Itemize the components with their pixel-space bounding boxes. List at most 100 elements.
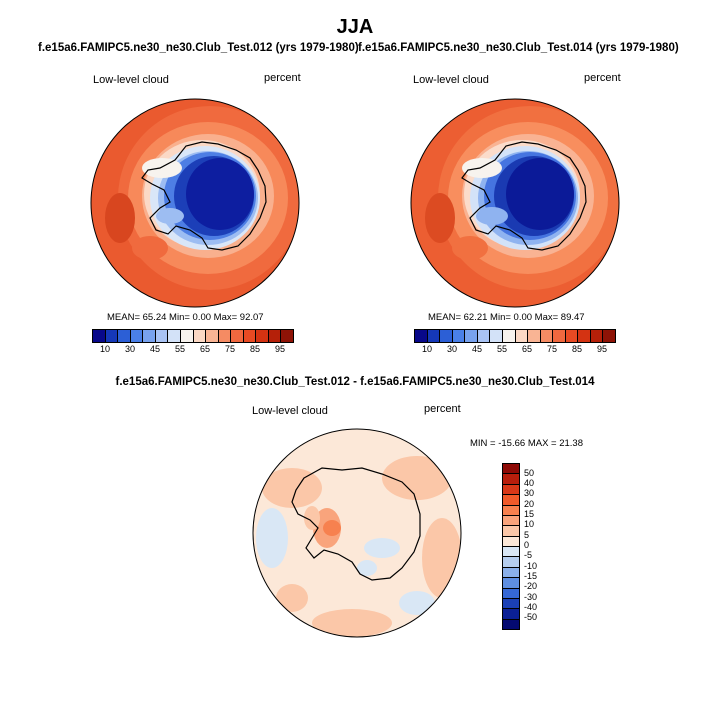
difference-title: f.e15a6.FAMIPC5.ne30_ne30.Club_Test.012 … [115, 376, 595, 388]
colorbar-swatch [477, 330, 491, 342]
colorbar-swatch [503, 505, 519, 516]
colorbar-tick-label: -10 [524, 561, 538, 571]
colorbar-swatch [415, 330, 428, 342]
colorbar-tick-label: 40 [524, 478, 535, 488]
colorbar-tick-label: 45 [471, 344, 482, 354]
colorbar-tick-label: 50 [524, 468, 535, 478]
colorbar-swatch [578, 330, 591, 342]
panel1-map [90, 98, 300, 308]
colorbar-swatch [565, 330, 579, 342]
colorbar-tick-label: -5 [524, 550, 533, 560]
panel1-variable-label: Low-level cloud [93, 74, 169, 86]
colorbar-swatch [281, 330, 293, 342]
colorbar-tick-label: -20 [524, 581, 538, 591]
panel1-case-title: f.e15a6.FAMIPC5.ne30_ne30.Club_Test.012 … [38, 42, 359, 54]
colorbar-swatch [603, 330, 615, 342]
colorbar-swatch [155, 330, 169, 342]
colorbar-swatch [118, 330, 131, 342]
colorbar-tick-label: -15 [524, 571, 538, 581]
colorbar-tick-label: 0 [524, 540, 530, 550]
colorbar-tick-label: 30 [446, 344, 457, 354]
colorbar-swatch [503, 526, 519, 537]
difference-map [252, 428, 462, 638]
colorbar-tick-label: 10 [99, 344, 110, 354]
colorbar-swatch [452, 330, 466, 342]
colorbar-swatch [515, 330, 529, 342]
colorbar-swatch [168, 330, 181, 342]
colorbar-swatch [503, 557, 519, 568]
colorbar-tick-label: 15 [524, 509, 535, 519]
difference-variable-label: Low-level cloud [252, 405, 328, 417]
colorbar-tick-label: 5 [524, 530, 530, 540]
colorbar-tick-label: 65 [199, 344, 210, 354]
colorbar-swatch [528, 330, 541, 342]
panel1-cloud-field [91, 99, 299, 307]
colorbar-tick-label: 75 [224, 344, 235, 354]
colorbar-tick-label: 55 [496, 344, 507, 354]
colorbar-swatch [93, 330, 106, 342]
colorbar-tick-label: 95 [596, 344, 607, 354]
colorbar-tick-label: 30 [124, 344, 135, 354]
colorbar-swatch [540, 330, 554, 342]
colorbar-tick-label: 75 [546, 344, 557, 354]
panel2-stats: MEAN= 62.21 Min= 0.00 Max= 89.47 [428, 312, 585, 323]
panel2-variable-label: Low-level cloud [413, 74, 489, 86]
colorbar-tick-label: 85 [249, 344, 260, 354]
colorbar-swatch [553, 330, 566, 342]
colorbar-tick-label: 45 [149, 344, 160, 354]
panel2-colorbar [414, 329, 616, 343]
difference-stats: MIN = -15.66 MAX = 21.38 [470, 438, 584, 449]
difference-field [253, 429, 461, 637]
difference-colorbar-ticks: 50 40 30 20 15 10 5 0 -5 -10 -15 -20 -30… [524, 463, 554, 628]
colorbar-swatch [503, 474, 519, 485]
colorbar-swatch [503, 484, 519, 496]
colorbar-tick-label: 55 [174, 344, 185, 354]
page-title: JJA [336, 16, 374, 38]
colorbar-swatch [143, 330, 156, 342]
colorbar-swatch [193, 330, 207, 342]
colorbar-swatch [503, 547, 519, 558]
colorbar-swatch [268, 330, 282, 342]
panel1-coastline [141, 141, 267, 251]
colorbar-swatch [231, 330, 244, 342]
colorbar-tick-label: 10 [524, 519, 535, 529]
colorbar-tick-label: -30 [524, 592, 538, 602]
colorbar-swatch [503, 495, 519, 506]
colorbar-swatch [180, 330, 194, 342]
colorbar-swatch [503, 515, 519, 527]
colorbar-tick-label: 65 [521, 344, 532, 354]
colorbar-tick-label: 85 [571, 344, 582, 354]
colorbar-tick-label: 30 [524, 488, 535, 498]
panel2-colorbar-ticks: 10 30 45 55 65 75 85 95 [414, 344, 614, 356]
colorbar-tick-label: -40 [524, 602, 538, 612]
colorbar-swatch [440, 330, 453, 342]
panel2-coastline [461, 141, 587, 251]
colorbar-swatch [130, 330, 144, 342]
colorbar-swatch [256, 330, 269, 342]
colorbar-swatch [503, 464, 519, 475]
colorbar-swatch [503, 567, 519, 579]
panel1-units-label: percent [264, 72, 301, 84]
colorbar-swatch [503, 609, 519, 620]
colorbar-swatch [243, 330, 257, 342]
panel2-cloud-field [411, 99, 619, 307]
colorbar-swatch [218, 330, 232, 342]
colorbar-tick-label: 10 [421, 344, 432, 354]
colorbar-swatch [503, 619, 519, 629]
difference-colorbar [502, 463, 520, 630]
panel2-map [410, 98, 620, 308]
difference-coastline [291, 467, 421, 581]
panel1-colorbar [92, 329, 294, 343]
colorbar-swatch [427, 330, 441, 342]
panel1-stats: MEAN= 65.24 Min= 0.00 Max= 92.07 [107, 312, 264, 323]
colorbar-swatch [465, 330, 478, 342]
panel2-case-title: f.e15a6.FAMIPC5.ne30_ne30.Club_Test.014 … [358, 42, 679, 54]
colorbar-swatch [503, 588, 519, 599]
colorbar-swatch [490, 330, 503, 342]
colorbar-tick-label: 95 [274, 344, 285, 354]
difference-units-label: percent [424, 403, 461, 415]
colorbar-swatch [590, 330, 604, 342]
colorbar-swatch [206, 330, 219, 342]
colorbar-swatch [502, 330, 516, 342]
colorbar-tick-label: -50 [524, 612, 538, 622]
